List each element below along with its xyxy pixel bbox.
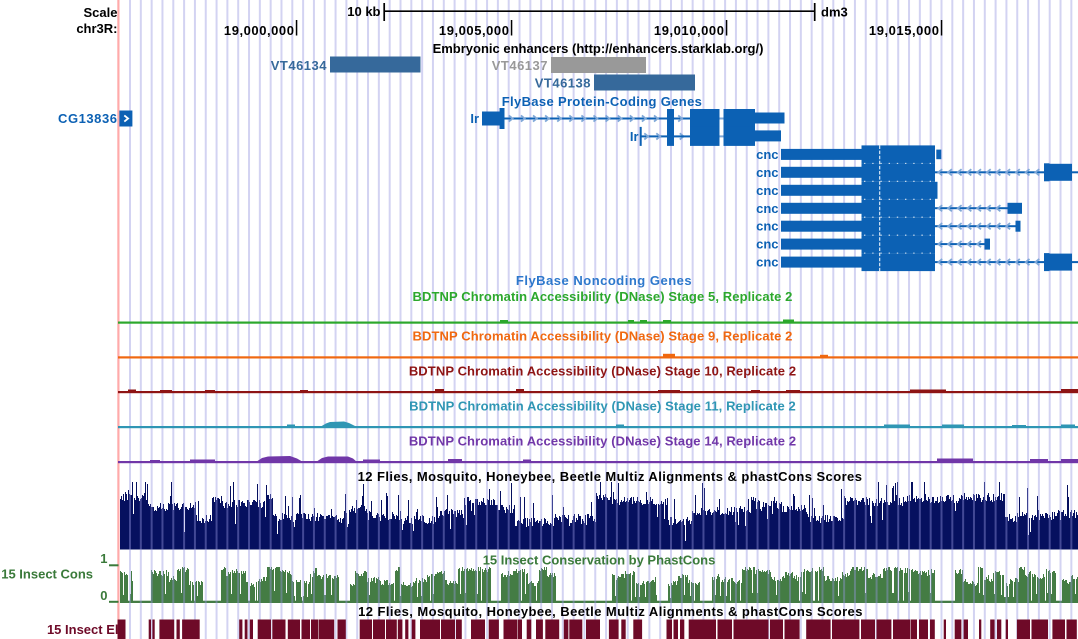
- svg-text:cnc: cnc: [756, 219, 778, 234]
- svg-text:BDTNP Chromatin Accessibility: BDTNP Chromatin Accessibility (DNase) St…: [409, 399, 796, 414]
- svg-text:FlyBase Noncoding Genes: FlyBase Noncoding Genes: [516, 273, 692, 288]
- svg-text:12 Flies, Mosquito, Honeybee,: 12 Flies, Mosquito, Honeybee, Beetle Mul…: [358, 604, 863, 619]
- svg-text:cnc: cnc: [756, 183, 778, 198]
- svg-text:BDTNP Chromatin Accessibility: BDTNP Chromatin Accessibility (DNase) St…: [409, 434, 796, 449]
- svg-text:cnc: cnc: [756, 165, 778, 180]
- svg-text:19,000,000: 19,000,000: [224, 23, 295, 38]
- svg-text:Scale: Scale: [84, 5, 118, 20]
- svg-text:VT46138: VT46138: [535, 76, 591, 91]
- svg-text:15 Insect Conservation by Phas: 15 Insect Conservation by PhastCons: [483, 553, 716, 568]
- svg-text:FlyBase Protein-Coding Genes: FlyBase Protein-Coding Genes: [502, 94, 703, 109]
- svg-text:VT46134: VT46134: [271, 58, 328, 73]
- svg-text:VT46137: VT46137: [492, 58, 548, 73]
- svg-text:19,005,000: 19,005,000: [439, 23, 510, 38]
- svg-text:19,015,000: 19,015,000: [869, 23, 940, 38]
- svg-text:cnc: cnc: [756, 147, 778, 162]
- svg-text:12 Flies, Mosquito, Honeybee,: 12 Flies, Mosquito, Honeybee, Beetle Mul…: [358, 469, 863, 484]
- svg-text:10 kb: 10 kb: [347, 4, 380, 19]
- svg-text:chr3R:: chr3R:: [76, 21, 117, 36]
- svg-text:dm3: dm3: [821, 5, 848, 20]
- svg-text:cnc: cnc: [756, 255, 778, 270]
- svg-text:15 Insect El: 15 Insect El: [47, 622, 119, 637]
- svg-text:BDTNP Chromatin Accessibility: BDTNP Chromatin Accessibility (DNase) St…: [412, 289, 792, 304]
- svg-text:0: 0: [100, 588, 107, 603]
- svg-text:BDTNP Chromatin Accessibility: BDTNP Chromatin Accessibility (DNase) St…: [409, 364, 796, 379]
- svg-text:cnc: cnc: [756, 237, 778, 252]
- svg-text:Embryonic enhancers (http://en: Embryonic enhancers (http://enhancers.st…: [433, 41, 764, 56]
- svg-text:15 Insect Cons: 15 Insect Cons: [1, 567, 93, 582]
- svg-text:Ir: Ir: [630, 129, 639, 144]
- svg-text:cnc: cnc: [756, 201, 778, 216]
- svg-text:1: 1: [100, 551, 107, 566]
- svg-text:19,010,000: 19,010,000: [654, 23, 725, 38]
- svg-text:CG13836: CG13836: [58, 111, 118, 126]
- svg-text:Ir: Ir: [470, 111, 479, 126]
- svg-text:BDTNP Chromatin Accessibility: BDTNP Chromatin Accessibility (DNase) St…: [412, 329, 792, 344]
